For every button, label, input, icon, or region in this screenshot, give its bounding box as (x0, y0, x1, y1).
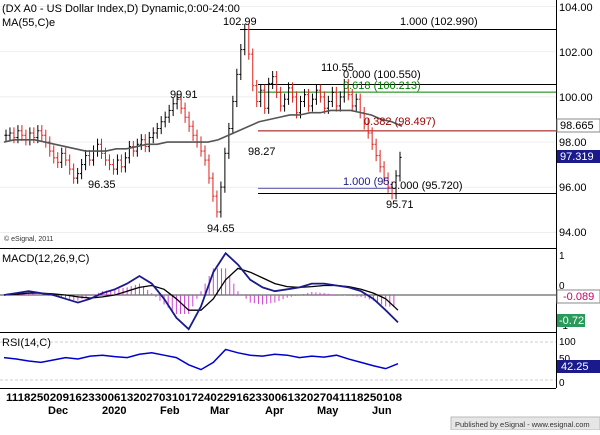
annotation-110-55: 110.55 (321, 62, 354, 74)
price-grid (0, 6, 556, 233)
rsi-badge: 42.25 (561, 361, 589, 373)
rsi-tick-50: 50 (559, 354, 571, 365)
fib-label-1: 1.000 (102.990) (400, 16, 478, 28)
price-tick-label: 102.00 (559, 47, 593, 59)
annotation-94-65: 94.65 (207, 223, 235, 235)
macd-histogram (7, 268, 395, 314)
x-month-may: May (317, 405, 339, 417)
price-level-badge: 98.665 (560, 120, 594, 132)
rsi-tick-100: 100 (559, 337, 576, 348)
price-tick-label: 98.00 (559, 137, 587, 149)
macd-value-badge-box (557, 314, 585, 327)
x-month-apr: Apr (265, 405, 285, 417)
x-month-dec: Dec (48, 405, 68, 417)
fib-label-6: 0.000 (95.720) (391, 180, 463, 192)
publisher-footer: Published by eSignal - www.esignal.com (455, 420, 590, 429)
rsi-label: RSI(14,C) (2, 337, 51, 349)
macd-value-badge: -0.72 (559, 315, 584, 327)
fib-label-5: 1.000 (95. (343, 176, 393, 188)
price-tick-label: 96.00 (559, 182, 587, 194)
x-axis-day-labels: 1118250209162330061320270310172402291623… (6, 392, 402, 404)
annotation-95-71: 95.71 (386, 199, 414, 211)
rsi-line (3, 348, 399, 371)
macd-signal-badge: -0.089 (563, 291, 594, 303)
fib-label-3: 0.618 (100.213) (343, 80, 421, 92)
macd-tick-1: 1 (559, 251, 565, 262)
rsi-badge-box (557, 360, 600, 373)
ma-line (3, 109, 403, 152)
x-month-feb: Feb (160, 405, 180, 417)
price-tick-label: 104.00 (559, 2, 593, 14)
macd-label: MACD(12,26,9,C) (2, 253, 89, 265)
rsi-tick-0: 0 (559, 378, 565, 389)
macd-tick-0: 0 (559, 281, 565, 292)
x-month-mar: Mar (210, 405, 230, 417)
x-month-jun: Jun (372, 405, 392, 417)
price-level-badge-box (556, 118, 600, 133)
annotation-99-91: 99.91 (170, 89, 198, 101)
fib-label-2: 0.000 (100.550) (343, 69, 421, 81)
macd-line (3, 251, 399, 331)
copyright-label: © eSignal, 2011 (4, 235, 54, 243)
price-y-ticks: 104.00 102.00 100.00 98.00 96.00 94.00 (559, 2, 593, 239)
macd-signal-badge-box (556, 289, 600, 304)
fibonacci-lines (240, 29, 556, 194)
annotation-96-35: 96.35 (88, 179, 116, 191)
price-tick-label: 94.00 (559, 227, 587, 239)
chart-title: (DX A0 - US Dollar Index,D) Dynamic,0:00… (2, 3, 240, 15)
ma-label: MA(55,C)e (2, 17, 55, 29)
price-tick-label: 100.00 (559, 92, 593, 104)
last-price-badge: 97.319 (560, 151, 594, 163)
x-month-2020: 2020 (102, 405, 126, 417)
annotation-high: 102.99 (223, 16, 257, 28)
last-price-badge-box (557, 150, 600, 163)
fib-label-4: 0.382 (98.497) (364, 116, 436, 128)
annotation-98-27: 98.27 (248, 146, 276, 158)
